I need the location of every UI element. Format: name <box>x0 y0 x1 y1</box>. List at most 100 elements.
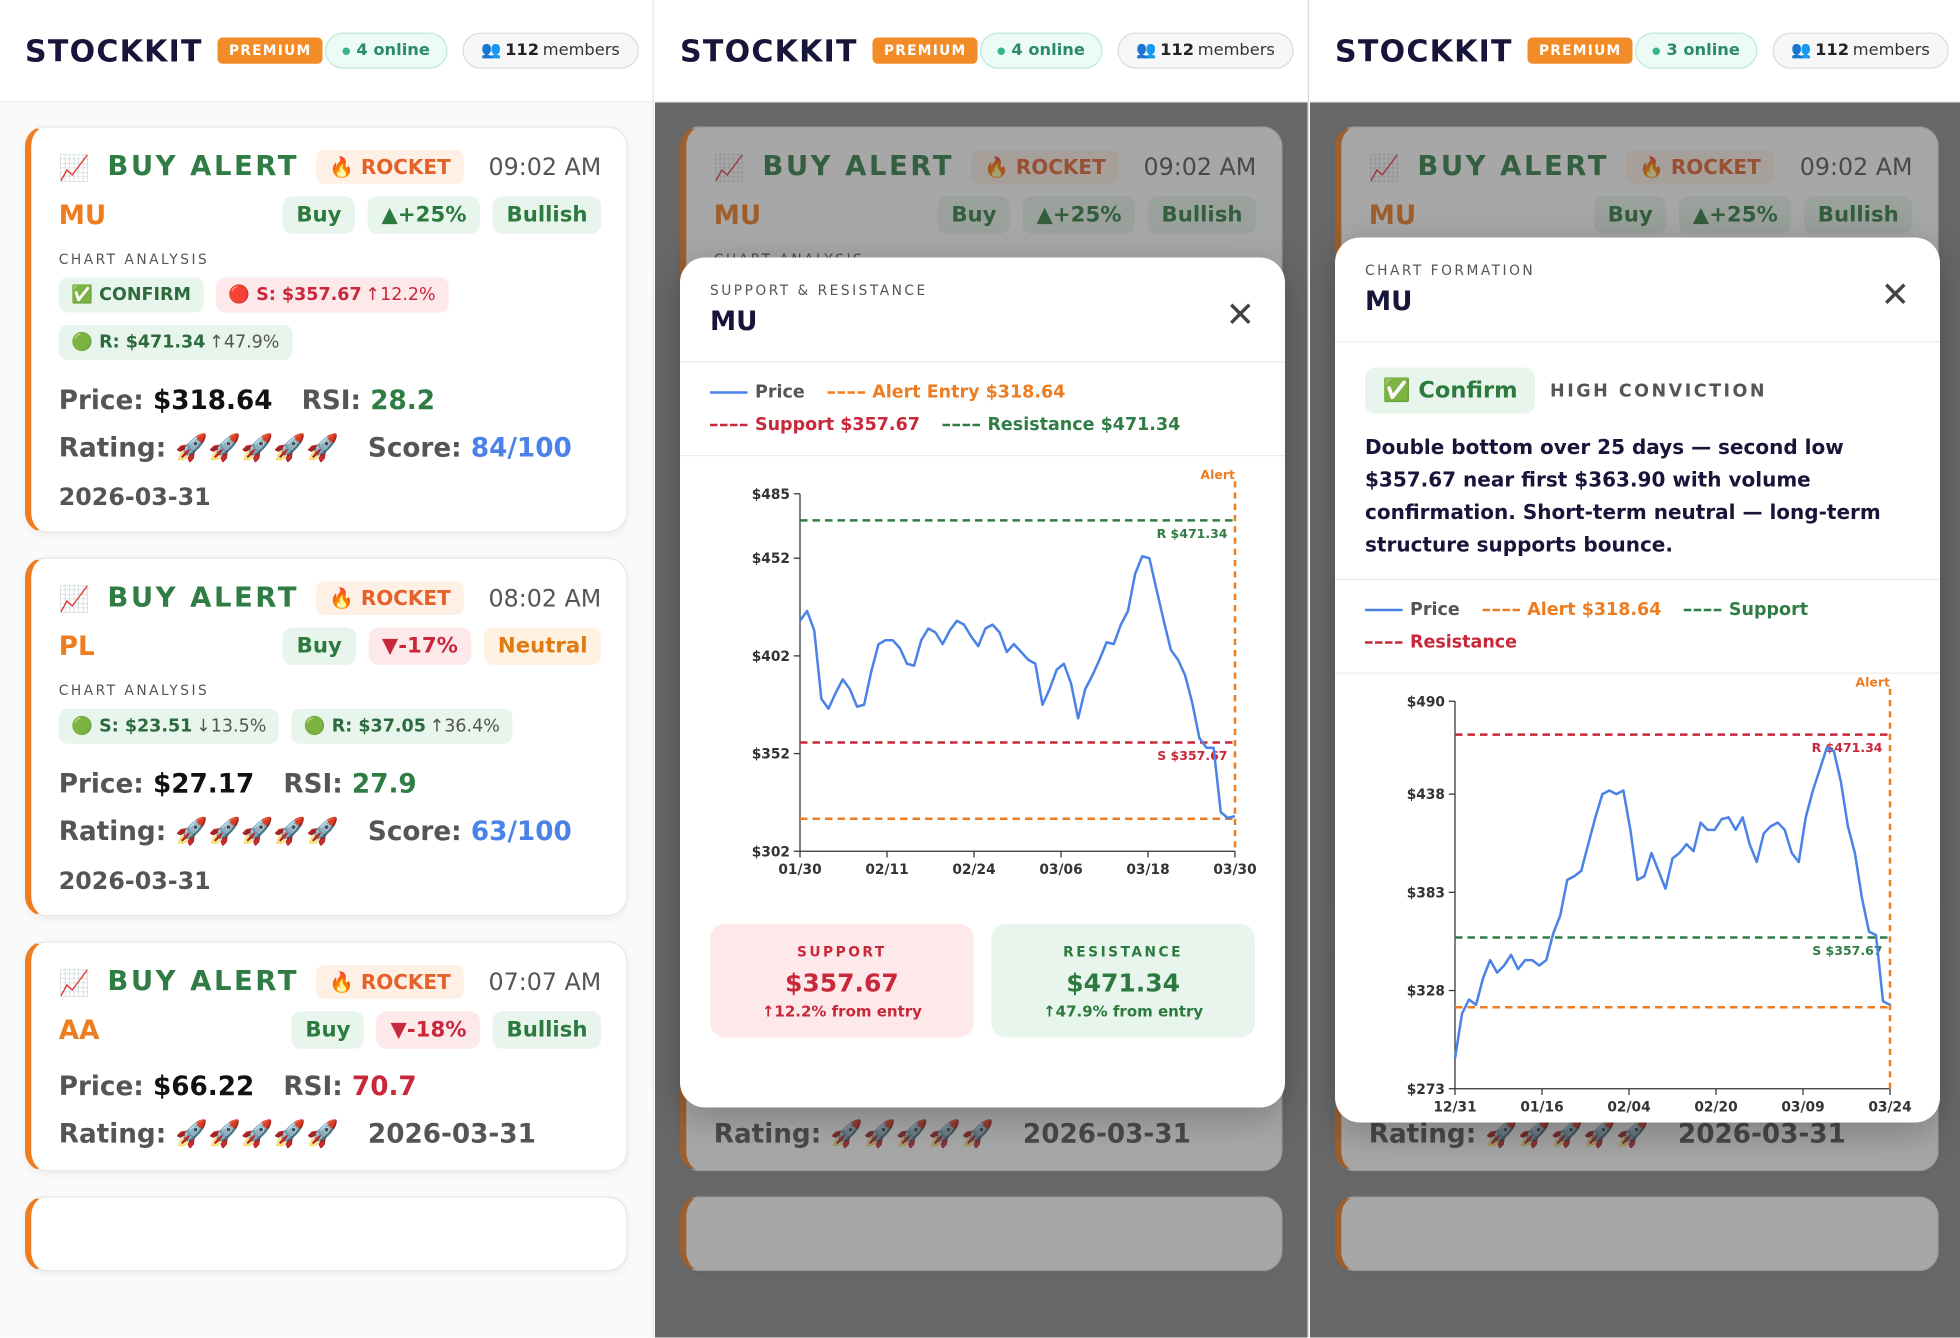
members-pill[interactable]: 👥 112 members <box>1117 32 1294 69</box>
online-pill[interactable]: 4 online <box>980 32 1103 69</box>
modal-ticker: MU <box>710 306 758 337</box>
score-label: Score: <box>367 432 462 463</box>
premium-badge: PREMIUM <box>872 37 978 64</box>
legend-label: Price <box>755 382 805 403</box>
alert-title: BUY ALERT <box>1417 151 1609 183</box>
alert-date: 2026-03-31 <box>58 867 211 896</box>
rating-label: Rating: <box>713 1118 822 1149</box>
alert-vline-label: Alert <box>1200 467 1235 482</box>
alert-card-mu[interactable]: 📈 BUY ALERT 🔥 ROCKET 09:02 AM MU Buy ▲+2… <box>25 126 628 533</box>
support-title: SUPPORT <box>796 943 887 960</box>
rsi-label: RSI: <box>301 385 362 415</box>
alert-card-aa[interactable]: 📈 BUY ALERT 🔥 ROCKET 07:07 AM AA Buy ▼-1… <box>25 941 628 1172</box>
app-logo[interactable]: STOCKKIT <box>25 33 203 69</box>
support-badge[interactable]: 🟢 S: $23.51↓13.5% <box>58 708 279 744</box>
support-badge-pct: ↓13.5% <box>196 716 267 737</box>
support-box: SUPPORT $357.67 ↑12.2% from entry <box>710 923 974 1038</box>
chart-trend-icon: 📈 <box>1368 151 1400 182</box>
chart-analysis-label: CHART ANALYSIS <box>58 251 210 268</box>
alert-card-next[interactable] <box>680 1196 1283 1272</box>
chart-legend: Price Alert Entry $318.64 Support $357.67 R… <box>680 363 1285 457</box>
confirm-badge-label: ✅ CONFIRM <box>71 285 191 305</box>
change-chip: ▼-17% <box>368 627 472 665</box>
y-tick-label: $328 <box>1407 983 1445 999</box>
ticker-symbol[interactable]: MU <box>58 200 107 230</box>
online-label: online <box>1028 41 1085 60</box>
legend-item: Support $357.67 <box>710 415 920 435</box>
close-icon[interactable]: ✕ <box>1880 273 1910 315</box>
online-pill[interactable]: 4 online <box>325 32 448 69</box>
legend-item: Support <box>1683 600 1808 620</box>
support-badge-label: 🟢 S: $23.51 <box>71 716 193 737</box>
resistance-badge[interactable]: 🟢 R: $37.05↑36.4% <box>291 708 513 744</box>
ticker-symbol[interactable]: MU <box>713 200 762 230</box>
sentiment-chip: Neutral <box>484 627 602 665</box>
level-label: S $357.67 <box>1812 943 1882 958</box>
chart-trend-icon: 📈 <box>58 151 90 182</box>
legend-item: Price <box>1365 600 1460 620</box>
online-count: 3 <box>1666 41 1678 60</box>
rsi-label: RSI: <box>283 768 343 799</box>
app-logo[interactable]: STOCKKIT <box>1335 33 1513 69</box>
members-pill[interactable]: 👥 112 members <box>462 32 639 69</box>
action-chip: Buy <box>937 196 1011 234</box>
ticker-symbol[interactable]: MU <box>1368 200 1417 230</box>
legend-swatch <box>942 423 980 427</box>
x-tick-label: 01/16 <box>1520 1099 1563 1115</box>
members-icon: 👥 <box>1791 41 1812 60</box>
panel-feed: STOCKKIT PREMIUM 4 online 👥 112 members 📈 … <box>0 0 654 1338</box>
alert-card-next[interactable] <box>25 1196 628 1272</box>
legend-item: Price <box>710 383 805 403</box>
ticker-symbol[interactable]: PL <box>58 631 95 662</box>
y-tick-label: $273 <box>1407 1081 1445 1097</box>
alert-card-next[interactable] <box>1335 1196 1939 1272</box>
y-tick-label: $452 <box>752 551 790 567</box>
rating-rockets: 🚀🚀🚀🚀🚀 <box>175 1118 339 1149</box>
ticker-symbol[interactable]: AA <box>58 1015 100 1045</box>
online-dot-icon <box>342 46 351 55</box>
legend-swatch <box>1365 608 1403 611</box>
rocket-tag: 🔥 ROCKET <box>316 150 464 184</box>
modal-label: CHART FORMATION <box>1365 262 1536 279</box>
legend-swatch <box>1683 608 1722 611</box>
change-chip: ▲+25% <box>1679 196 1792 234</box>
app-header: STOCKKIT PREMIUM 4 online 👥 112 members <box>0 0 653 103</box>
members-pill[interactable]: 👥 112 members <box>1772 32 1949 69</box>
rsi-value: 27.9 <box>351 768 417 799</box>
alert-title: BUY ALERT <box>762 151 954 183</box>
resistance-badge-label: 🟢 R: $471.34 <box>71 332 206 353</box>
resistance-badge-pct: ↑47.9% <box>209 332 280 353</box>
legend-label: Resistance <box>1410 632 1518 653</box>
confirm-badge[interactable]: ✅ CONFIRM <box>58 277 204 313</box>
panel-support-resistance: STOCKKIT PREMIUM 4 online 👥 112 members 📈 … <box>655 0 1309 1338</box>
online-pill[interactable]: 3 online <box>1635 32 1758 69</box>
price-label: Price: <box>58 1071 144 1102</box>
rating-rockets: 🚀🚀🚀🚀🚀 <box>175 432 339 463</box>
alert-time: 09:02 AM <box>488 153 602 181</box>
resistance-badge-label: 🟢 R: $37.05 <box>303 716 426 737</box>
sentiment-chip: Bullish <box>1804 196 1913 234</box>
resistance-badge[interactable]: 🟢 R: $471.34↑47.9% <box>58 325 292 360</box>
premium-badge: PREMIUM <box>217 37 323 64</box>
support-badge[interactable]: 🔴 S: $357.67↑12.2% <box>215 277 449 313</box>
alert-date: 2026-03-31 <box>1677 1118 1846 1149</box>
x-tick-label: 02/20 <box>1694 1099 1737 1115</box>
app-logo[interactable]: STOCKKIT <box>680 33 858 69</box>
change-chip: ▲+25% <box>1022 196 1136 234</box>
level-label: S $357.67 <box>1157 748 1227 763</box>
y-tick-label: $490 <box>1407 694 1445 710</box>
rsi-value: 70.7 <box>351 1071 417 1102</box>
sentiment-chip: Bullish <box>1147 196 1257 234</box>
panel-chart-formation: STOCKKIT PREMIUM 3 online 👥 112 members 📈 … <box>1310 0 1960 1338</box>
close-icon[interactable]: ✕ <box>1225 293 1255 335</box>
legend-swatch <box>827 391 865 394</box>
price-value: $27.17 <box>152 768 255 799</box>
rating-label: Rating: <box>1368 1118 1477 1149</box>
legend-item: Resistance <box>1365 632 1517 652</box>
level-label: R $471.34 <box>1812 740 1883 755</box>
support-from-entry: ↑12.2% from entry <box>761 1002 922 1021</box>
alert-card-pl[interactable]: 📈 BUY ALERT 🔥 ROCKET 08:02 AM PL Buy ▼-1… <box>25 557 628 917</box>
y-tick-label: $485 <box>752 487 790 503</box>
conviction-label: HIGH CONVICTION <box>1550 380 1768 401</box>
